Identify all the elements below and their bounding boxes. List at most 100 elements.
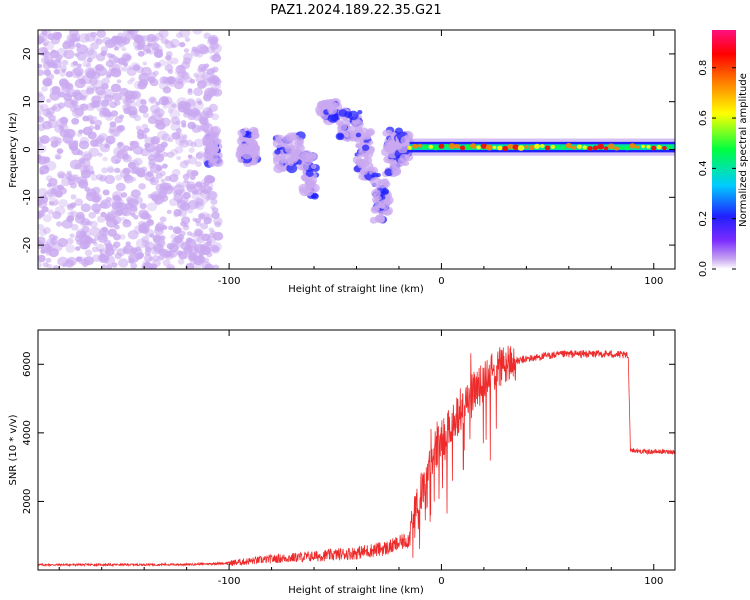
- spectrogram-blob: [210, 205, 216, 210]
- spectrogram-blob: [286, 163, 298, 174]
- spectrogram-blob: [81, 151, 93, 161]
- spectrogram-blob: [207, 75, 217, 84]
- spectrogram-blob: [133, 114, 141, 122]
- spectrogram-blob: [283, 143, 288, 148]
- spectrogram-blob: [662, 145, 667, 151]
- spectrogram-blob: [171, 132, 181, 140]
- spectrogram-blob: [127, 79, 133, 85]
- spectrogram-blob: [139, 202, 147, 210]
- spectrogram-blob: [110, 154, 122, 165]
- spectrogram-blob: [131, 140, 140, 148]
- spectrogram-blob: [141, 212, 150, 220]
- spectrogram-blob: [502, 145, 509, 151]
- spectrogram-blob: [417, 143, 423, 148]
- spectrogram-blob: [88, 211, 97, 219]
- spectrogram-blob: [144, 143, 151, 149]
- spectrogram-blob: [74, 37, 81, 42]
- spectrogram-blob: [182, 173, 190, 180]
- y-tick-label: -20: [22, 237, 33, 253]
- x-tick-label: 100: [644, 276, 663, 287]
- spectrogram-blob: [438, 143, 445, 149]
- spectrogram-blob: [265, 89, 272, 95]
- spectrogram-blob: [147, 76, 156, 84]
- spectrogram-blob: [97, 233, 108, 243]
- spectrogram-blob: [102, 106, 108, 112]
- spectrogram-blob: [365, 184, 372, 191]
- spectrogram-blob: [179, 139, 189, 148]
- spectrogram-blob: [301, 174, 309, 182]
- spectrogram-blob: [91, 186, 101, 195]
- spectrogram-blob: [237, 143, 249, 153]
- spectrogram-blob: [78, 33, 90, 43]
- spectrogram-blob: [301, 77, 308, 83]
- spectrogram-blob: [91, 195, 101, 203]
- spectrogram-blob: [66, 256, 77, 266]
- y-tick-label: 10: [22, 95, 33, 108]
- spectrogram-blob: [127, 230, 139, 240]
- spectrogram-blob: [264, 155, 271, 162]
- spectrogram-blob: [52, 211, 62, 220]
- spectrogram-blob: [187, 88, 193, 93]
- spectrogram-blob: [388, 158, 396, 165]
- spectrogram-blob: [78, 140, 90, 150]
- spectrogram-blob: [190, 48, 201, 57]
- spectrogram-blob: [42, 77, 53, 87]
- spectrogram-blob: [561, 146, 566, 150]
- spectrogram-blob: [195, 161, 202, 167]
- x-tick-label: -100: [218, 576, 241, 587]
- spectrogram-blob: [46, 107, 55, 116]
- colorbar: 0.0 0.2 0.4 0.6 0.8 Normalized spectral ampl…: [698, 30, 749, 277]
- spectrogram-blob: [147, 42, 152, 47]
- spectrogram-blob: [180, 201, 191, 211]
- spectrogram-blob: [38, 103, 44, 113]
- spectrogram-blob: [38, 111, 42, 117]
- spectrogram-blob: [136, 128, 145, 136]
- spectrogram-blob: [239, 112, 245, 117]
- spectrogram-blob: [646, 144, 651, 149]
- spectrogram-blob: [344, 165, 349, 170]
- spectrogram-blob: [195, 152, 204, 159]
- spectrogram-blob: [309, 147, 316, 153]
- spectrogram-blob: [98, 132, 108, 142]
- spectrogram-blob: [379, 214, 385, 220]
- spectrogram-blob: [347, 102, 355, 109]
- spectrogram-blob: [101, 226, 108, 233]
- spectrogram-blob: [205, 240, 212, 247]
- spectrogram-blob: [181, 216, 191, 225]
- spectrogram-blob: [113, 70, 122, 78]
- spectrogram-blob: [173, 208, 183, 217]
- spectrogram-blob: [400, 123, 404, 127]
- spectrogram-blob: [181, 61, 191, 70]
- spectrogram-blob: [130, 189, 140, 198]
- spectrogram-blob: [102, 189, 110, 196]
- spectrogram-blob: [96, 173, 104, 181]
- spectrogram-blob: [403, 51, 410, 57]
- spectrogram-blob: [99, 201, 109, 209]
- spectrogram-blob: [148, 96, 157, 104]
- spectrogram-blob: [122, 153, 130, 160]
- spectrogram-blob: [185, 263, 195, 269]
- spectrogram-blob: [123, 247, 130, 254]
- spectrogram-blob: [59, 126, 65, 131]
- spectrogram-blob: [195, 230, 203, 237]
- spectrogram-blob: [576, 144, 582, 149]
- y-tick-label: -10: [22, 189, 33, 205]
- spectrogram-blob: [114, 167, 121, 174]
- spectrogram-blob: [159, 216, 167, 223]
- spectrogram-blob: [363, 153, 370, 159]
- spectrogram-blob: [365, 128, 376, 137]
- y-tick-label: 2000: [22, 489, 33, 514]
- spectrogram-blob: [63, 93, 73, 102]
- colorbar-ticks: 0.0 0.2 0.4 0.6 0.8: [698, 60, 736, 277]
- spectrogram-blob: [70, 68, 82, 79]
- snr-panel: -100 0 100 6000 4000 2000 Height of straight …: [8, 329, 676, 596]
- spectrogram-blob: [355, 65, 362, 71]
- spectrogram-blob: [129, 110, 136, 116]
- spectrogram-blob: [152, 234, 162, 243]
- spectrogram-blob: [72, 60, 79, 66]
- spectrogram-blob: [67, 178, 76, 186]
- spectrogram-xlabel: Height of straight line (km): [288, 284, 424, 295]
- spectrogram-blob: [171, 238, 180, 246]
- spectrogram-blob: [152, 242, 164, 252]
